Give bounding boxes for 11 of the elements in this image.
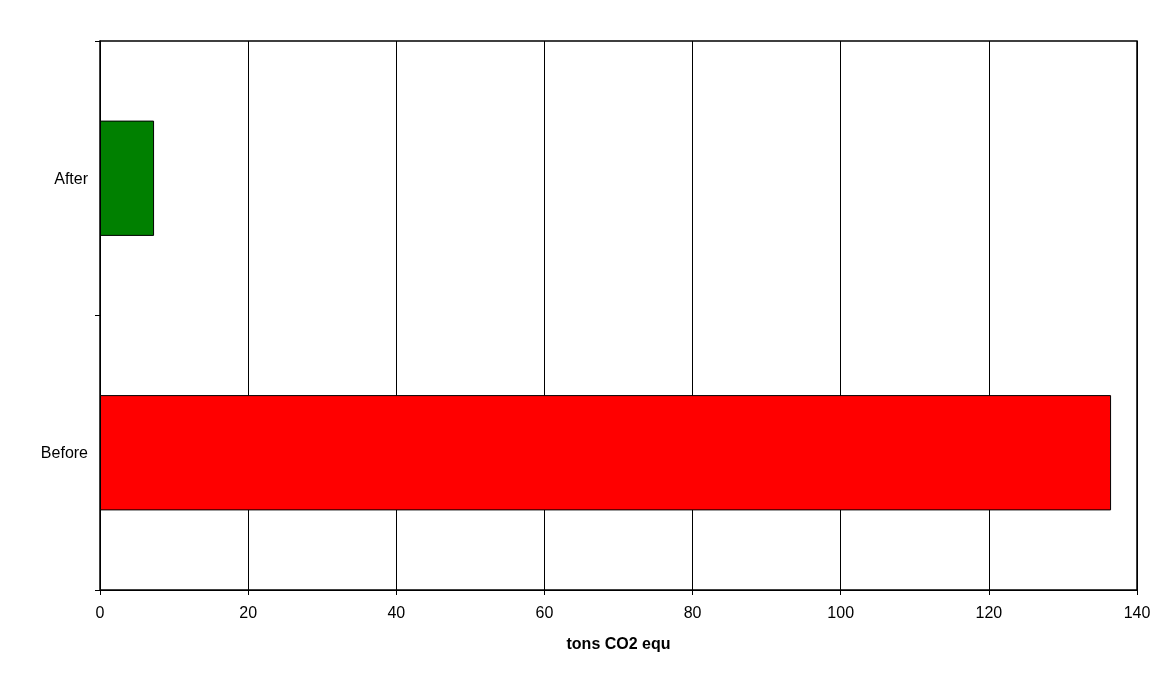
x-tick-label: 20	[239, 603, 258, 621]
y-tick-label: Before	[40, 444, 89, 462]
x-tick-label: 60	[535, 603, 554, 621]
x-tick-label: 80	[683, 603, 702, 621]
x-tick-label: 140	[1123, 603, 1151, 621]
x-axis-title: tons CO2 equ	[566, 634, 671, 652]
x-tick-label: 120	[975, 603, 1003, 621]
y-tick-label: After	[54, 169, 89, 187]
x-tick-label: 0	[95, 603, 105, 621]
x-tick-label: 40	[387, 603, 406, 621]
x-tick-label: 100	[827, 603, 855, 621]
